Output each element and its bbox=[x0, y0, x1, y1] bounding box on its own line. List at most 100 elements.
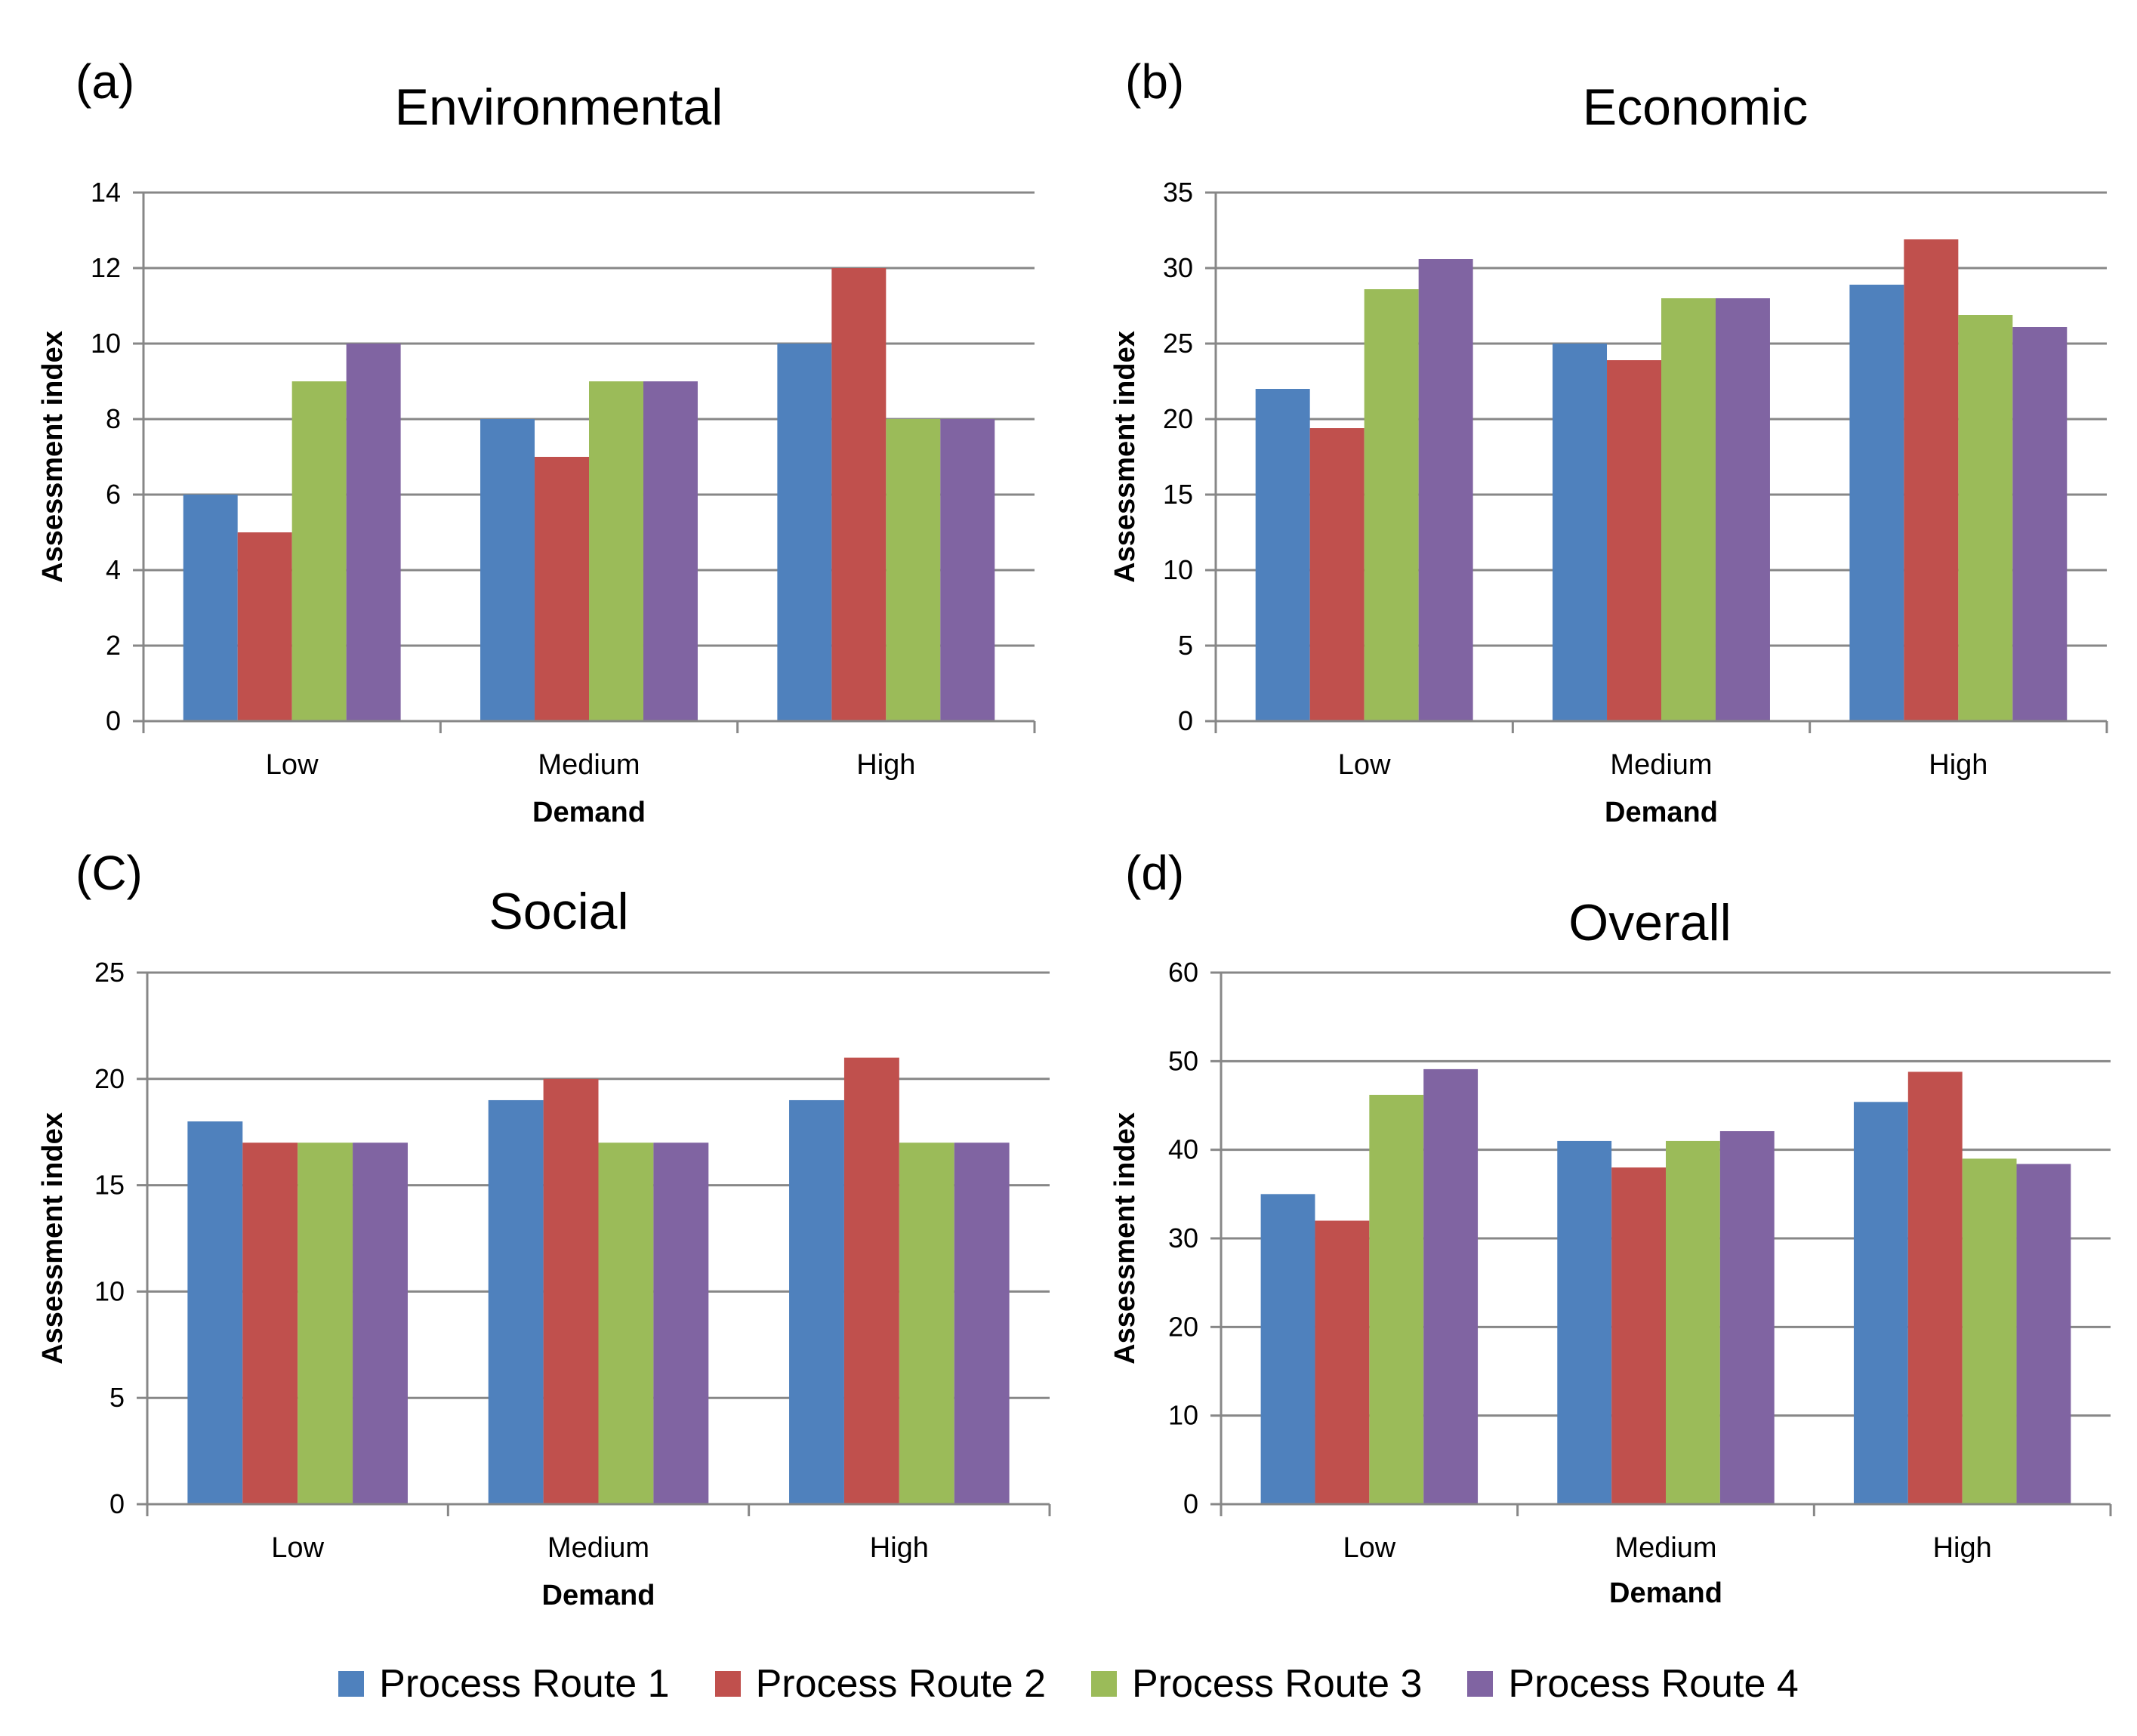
bar-route-2-medium bbox=[543, 1078, 599, 1504]
bar-route-2-medium bbox=[1607, 360, 1661, 721]
chart-title: Overall bbox=[1568, 894, 1731, 951]
legend-label-route-1: Process Route 1 bbox=[379, 1662, 670, 1706]
y-tick-label: 30 bbox=[1163, 252, 1193, 283]
bar-route-1-high bbox=[1853, 1102, 1908, 1504]
legend-item-route-3: Process Route 3 bbox=[1091, 1661, 1422, 1707]
bar-route-2-low bbox=[237, 532, 292, 721]
x-axis-label: Demand bbox=[1605, 797, 1718, 828]
chart-title: Economic bbox=[1583, 79, 1809, 136]
panel-label: (C) bbox=[76, 846, 143, 900]
bar-route-3-medium bbox=[589, 381, 643, 721]
legend-label-route-4: Process Route 4 bbox=[1508, 1662, 1799, 1706]
y-tick-label: 14 bbox=[91, 177, 121, 208]
chart-panel-environmental: (a) Environmental 0 2 4 6 8 10 12 14 Low Medium High… bbox=[37, 54, 1036, 828]
x-tick-label: Low bbox=[1338, 749, 1391, 781]
bar-route-3-high bbox=[899, 1142, 954, 1504]
bar-route-2-high bbox=[843, 1057, 899, 1504]
x-tick-label: High bbox=[870, 1532, 929, 1564]
x-tick-label: Medium bbox=[538, 749, 640, 781]
chart-panel-economic: (b) Economic 0 5 10 15 20 25 30 35 Low Medium High De… bbox=[1109, 54, 2108, 828]
y-axis-label: Assessment index bbox=[37, 331, 69, 583]
bar-route-4-high bbox=[2016, 1164, 2071, 1504]
bar-route-1-low bbox=[183, 495, 238, 721]
y-tick-label: 20 bbox=[94, 1063, 125, 1094]
bar-route-3-low bbox=[1364, 289, 1419, 721]
bar-route-3-low bbox=[291, 381, 347, 721]
y-tick-label: 8 bbox=[106, 403, 121, 434]
x-tick-label: Low bbox=[1343, 1532, 1395, 1564]
bar-route-4-low bbox=[346, 344, 401, 721]
bar-route-2-high bbox=[1904, 239, 1959, 721]
panel-label: (d) bbox=[1125, 846, 1184, 900]
y-tick-label: 0 bbox=[1178, 705, 1193, 736]
y-axis-label: Assessment index bbox=[37, 1112, 69, 1364]
y-tick-label: 12 bbox=[91, 252, 121, 283]
y-tick-label: 15 bbox=[94, 1170, 125, 1201]
x-axis-label: Demand bbox=[542, 1580, 655, 1611]
x-tick-label: Low bbox=[266, 749, 319, 781]
bar-route-2-low bbox=[1309, 428, 1365, 721]
bar-route-1-high bbox=[789, 1099, 844, 1504]
y-tick-label: 10 bbox=[94, 1275, 125, 1306]
bar-route-4-medium bbox=[643, 381, 698, 721]
panel-label: (a) bbox=[76, 54, 134, 109]
bar-route-2-low bbox=[1315, 1220, 1370, 1504]
bar-route-1-low bbox=[1255, 389, 1310, 721]
y-tick-label: 20 bbox=[1168, 1311, 1198, 1342]
bar-route-3-medium bbox=[598, 1142, 654, 1504]
legend-swatch-route-3 bbox=[1091, 1671, 1117, 1697]
y-tick-label: 25 bbox=[94, 957, 125, 988]
bar-route-2-low bbox=[242, 1142, 298, 1504]
x-tick-label: High bbox=[1933, 1532, 1992, 1564]
legend-item-route-1: Process Route 1 bbox=[338, 1661, 670, 1707]
bar-route-2-high bbox=[1907, 1072, 1963, 1504]
y-tick-label: 0 bbox=[106, 705, 121, 736]
legend-swatch-route-1 bbox=[338, 1671, 365, 1697]
bar-route-1-medium bbox=[488, 1099, 544, 1504]
bar-route-1-medium bbox=[1557, 1140, 1612, 1504]
bar-route-3-low bbox=[298, 1142, 353, 1504]
x-axis-label: Demand bbox=[532, 797, 646, 828]
bar-route-3-high bbox=[1962, 1158, 2017, 1504]
y-tick-label: 60 bbox=[1168, 957, 1198, 988]
bar-route-3-low bbox=[1369, 1094, 1424, 1504]
y-tick-label: 2 bbox=[106, 630, 121, 661]
bar-route-4-low bbox=[1423, 1068, 1479, 1504]
legend: Process Route 1 Process Route 2 Process … bbox=[0, 1650, 2137, 1718]
y-tick-label: 6 bbox=[106, 479, 121, 510]
x-tick-label: Low bbox=[271, 1532, 324, 1564]
x-tick-label: High bbox=[1929, 749, 1987, 781]
y-tick-label: 15 bbox=[1163, 479, 1193, 510]
bar-route-2-high bbox=[831, 268, 887, 721]
legend-swatch-route-4 bbox=[1467, 1671, 1494, 1697]
bar-route-3-high bbox=[886, 419, 941, 721]
x-tick-label: Medium bbox=[547, 1532, 649, 1564]
bar-route-3-medium bbox=[1666, 1140, 1720, 1504]
y-tick-label: 0 bbox=[109, 1488, 125, 1519]
legend-label-route-3: Process Route 3 bbox=[1132, 1662, 1423, 1706]
bar-route-2-medium bbox=[1611, 1167, 1666, 1504]
y-tick-label: 20 bbox=[1163, 403, 1193, 434]
y-tick-label: 4 bbox=[106, 554, 121, 585]
bar-route-1-low bbox=[187, 1121, 243, 1504]
legend-label-route-2: Process Route 2 bbox=[755, 1662, 1046, 1706]
y-tick-label: 35 bbox=[1163, 177, 1193, 208]
y-tick-label: 10 bbox=[1163, 554, 1193, 585]
y-tick-label: 10 bbox=[91, 328, 121, 359]
y-tick-label: 0 bbox=[1183, 1488, 1198, 1519]
x-tick-label: Medium bbox=[1610, 749, 1712, 781]
y-tick-label: 25 bbox=[1163, 328, 1193, 359]
x-tick-label: High bbox=[856, 749, 915, 781]
bar-route-1-high bbox=[777, 344, 832, 721]
bar-route-4-low bbox=[353, 1142, 408, 1504]
bar-route-4-high bbox=[954, 1142, 1010, 1504]
y-tick-label: 10 bbox=[1168, 1400, 1198, 1431]
y-axis-label: Assessment index bbox=[1109, 1112, 1141, 1364]
y-tick-label: 50 bbox=[1168, 1045, 1198, 1076]
bar-route-4-high bbox=[2012, 327, 2068, 721]
legend-item-route-4: Process Route 4 bbox=[1467, 1661, 1799, 1707]
y-tick-label: 5 bbox=[1178, 630, 1193, 661]
bar-route-4-high bbox=[940, 419, 995, 721]
bar-route-1-low bbox=[1260, 1194, 1315, 1504]
